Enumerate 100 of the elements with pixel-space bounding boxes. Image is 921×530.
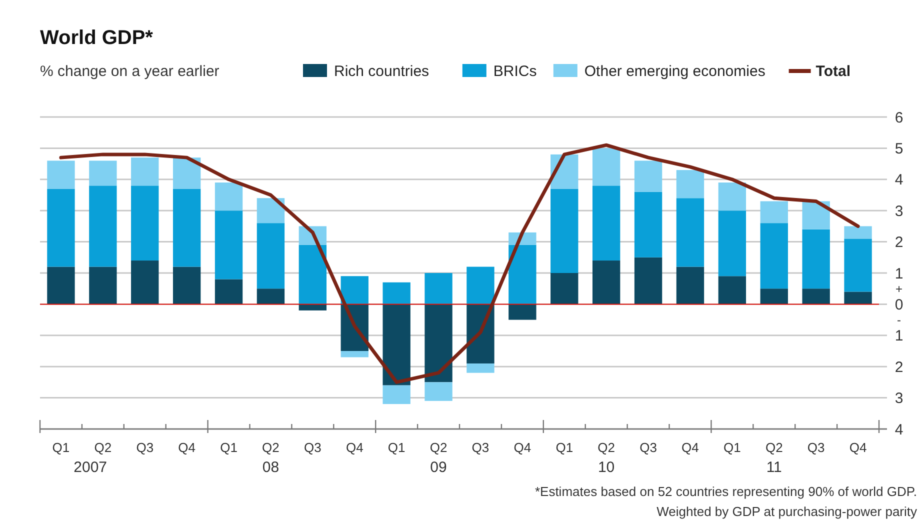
bar [466, 363, 494, 373]
x-tick-label: Q2 [430, 440, 448, 455]
x-tick-label: Q3 [136, 440, 154, 455]
bar [131, 158, 159, 186]
bar [89, 160, 117, 186]
chart-title: World GDP* [40, 27, 154, 49]
bar [592, 260, 620, 304]
bar [508, 304, 536, 320]
bar [382, 282, 410, 304]
text: 09 [430, 459, 447, 476]
text: 11 [766, 459, 782, 476]
bar [634, 192, 662, 258]
bar [844, 292, 872, 304]
legend-label: Total [816, 63, 851, 80]
bar [634, 160, 662, 192]
legend-label: Rich countries [334, 63, 430, 80]
bar [256, 288, 285, 304]
bar [89, 266, 117, 304]
x-tick-label: Q1 [556, 440, 574, 455]
x-tick-label: Q4 [178, 440, 196, 455]
x-tick-label: Q4 [514, 440, 532, 455]
bar [718, 182, 746, 211]
y-tick-label: 3 [894, 390, 904, 408]
text: *Estimates based on 52 countries representing 90% of world GDP. Weighted by GDP at purchasing-power parity [534, 484, 918, 519]
bar [802, 201, 830, 230]
bar [131, 260, 159, 304]
x-tick-label: Q2 [598, 440, 615, 455]
x-tick-label: Q1 [724, 440, 741, 455]
x-tick-label: Q1 [220, 440, 238, 455]
x-tick-label: Q3 [304, 440, 322, 455]
x-tick-label: Q1 [52, 440, 70, 455]
bar [47, 160, 75, 189]
text: 10 [598, 459, 615, 476]
y-tick-label: 4 [894, 172, 904, 189]
x-tick-label: Q2 [262, 440, 280, 455]
text: 08 [262, 459, 280, 476]
x-tick-label: Q4 [346, 440, 364, 455]
x-tick-label: Q4 [682, 440, 699, 455]
chart-subtitle: % change on a year earlier [40, 63, 220, 80]
bar [466, 266, 494, 304]
bar [298, 304, 327, 310]
bar [382, 304, 410, 386]
bar [424, 273, 452, 304]
bar [718, 276, 746, 304]
bar [340, 276, 368, 304]
bar [592, 148, 620, 186]
bar [844, 238, 872, 292]
y-tick-label: 5 [894, 140, 904, 158]
bar [760, 288, 788, 304]
bar [802, 229, 830, 289]
bar [47, 266, 75, 304]
bar [214, 279, 243, 304]
y-tick-label: 4 [894, 421, 904, 438]
y-tick-label: 6 [894, 109, 904, 126]
x-tick-label: Q2 [94, 440, 112, 455]
bar [760, 223, 788, 289]
bar [634, 257, 662, 304]
bar [550, 188, 578, 273]
bar [131, 186, 159, 261]
bar [718, 210, 746, 276]
y-tick-label: 0 [894, 296, 904, 314]
line-series [59, 143, 860, 384]
y-tick-label: 1 [894, 265, 904, 282]
bar [676, 170, 704, 198]
bar [676, 266, 704, 304]
bar [340, 351, 368, 358]
bar [592, 186, 620, 261]
legend-label: Other emerging economies [584, 63, 766, 80]
bar [172, 188, 201, 267]
bar [214, 210, 243, 280]
legend-label: BRICs [493, 63, 537, 80]
y-tick-label: 3 [894, 202, 904, 220]
bar [47, 188, 75, 267]
bar [424, 304, 452, 382]
x-tick-label: Q2 [765, 440, 783, 455]
bar [424, 382, 452, 401]
y-tick-label: 2 [894, 234, 904, 252]
bar [298, 244, 327, 304]
y-tick-label: 1 [894, 328, 904, 345]
bar [89, 186, 117, 267]
bar [256, 223, 285, 289]
bar [256, 198, 285, 224]
x-tick-label: Q1 [388, 440, 406, 455]
bar [760, 201, 788, 224]
x-tick-label: Q3 [807, 440, 825, 455]
bar [172, 158, 201, 189]
bar [550, 273, 578, 304]
y-tick-label: + [895, 282, 903, 296]
bar [382, 385, 410, 404]
bar [508, 244, 536, 304]
bar [844, 226, 872, 239]
text: 2007 [74, 459, 108, 476]
x-tick-label: Q4 [849, 440, 867, 455]
bar [214, 182, 243, 211]
x-tick-label: Q3 [472, 440, 490, 455]
bar [802, 288, 830, 304]
y-tick-label: - [897, 313, 901, 327]
y-tick-label: 2 [894, 358, 904, 376]
x-tick-label: Q3 [640, 440, 657, 455]
bar [676, 198, 704, 267]
